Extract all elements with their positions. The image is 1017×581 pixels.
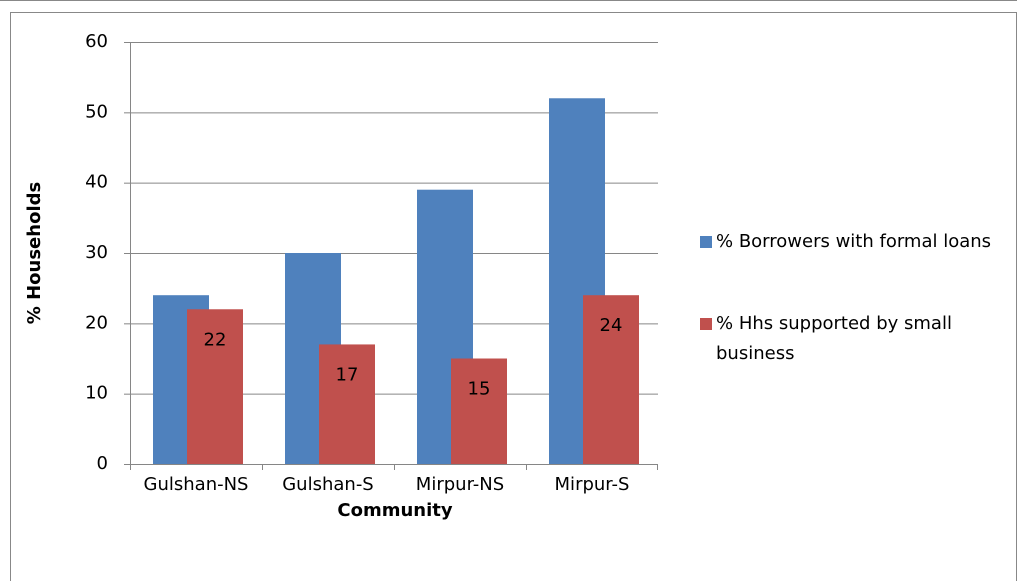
y-tick-label: 40 [85, 172, 108, 193]
bar [319, 344, 375, 464]
legend-swatch [700, 318, 712, 330]
x-tick-label: Gulshan-S [282, 474, 374, 495]
data-label: 24 [600, 315, 623, 336]
legend-label: % Hhs supported by small business [716, 313, 952, 364]
legend-swatch [700, 236, 712, 248]
y-axis-title: % Households [24, 182, 45, 324]
legend-line: % Hhs supported by small [716, 313, 952, 334]
x-axis-title: Community [337, 500, 452, 521]
legend-line: % Borrowers with formal loans [716, 231, 991, 252]
y-tick-label: 10 [85, 383, 108, 404]
y-tick-label: 0 [97, 453, 108, 474]
bar [187, 309, 243, 464]
bar [451, 358, 507, 464]
y-tick-label: 20 [85, 312, 108, 333]
legend-line: business [716, 343, 794, 364]
x-tick-label: Gulshan-NS [144, 474, 249, 495]
y-tick-label: 60 [85, 31, 108, 52]
y-tick-label: 30 [85, 242, 108, 263]
bar [583, 295, 639, 464]
legend-label: % Borrowers with formal loans [716, 231, 991, 252]
x-tick-label: Mirpur-NS [416, 474, 504, 495]
y-tick-label: 50 [85, 101, 108, 122]
data-label: 17 [336, 364, 359, 385]
data-label: 15 [468, 379, 491, 400]
data-label: 22 [204, 329, 227, 350]
x-tick-label: Mirpur-S [555, 474, 630, 495]
